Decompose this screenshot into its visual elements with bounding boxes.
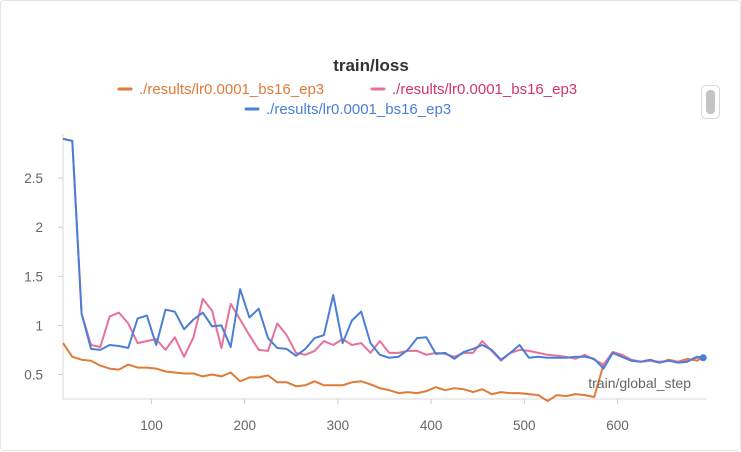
x-tick-label: 500 xyxy=(513,418,536,433)
chart-title: train/loss xyxy=(333,56,409,75)
y-tick-label: 2 xyxy=(35,220,43,235)
series-endpoint-marker xyxy=(699,354,707,362)
legend-scrollbar-thumb[interactable] xyxy=(706,90,715,114)
legend-label-1: ./results/lr0.0001_bs16_ep3 xyxy=(139,81,324,98)
x-tick-label: 300 xyxy=(327,418,350,433)
y-tick-label: 1.5 xyxy=(24,269,43,284)
x-axis-ticks: 100 200 300 400 500 600 xyxy=(140,399,629,433)
y-tick-label: 2.5 xyxy=(24,171,43,186)
series-line-2 xyxy=(62,137,704,366)
y-tick-label: 1 xyxy=(35,318,43,333)
legend-label-2: ./results/lr0.0001_bs16_ep3 xyxy=(392,81,577,98)
plot-area: 100 200 300 400 500 600 0.5 1 1.5 2 2.5 train/glo… xyxy=(24,134,707,433)
legend-scrollbar[interactable] xyxy=(701,85,720,119)
series-lines xyxy=(62,137,707,402)
series-line-3 xyxy=(62,137,704,370)
x-tick-label: 400 xyxy=(420,418,443,433)
x-tick-label: 100 xyxy=(140,418,163,433)
x-axis-label: train/global_step xyxy=(588,375,691,391)
y-tick-label: 0.5 xyxy=(24,367,43,382)
legend-label-3: ./results/lr0.0001_bs16_ep3 xyxy=(266,101,451,118)
y-axis-ticks: 0.5 1 1.5 2 2.5 xyxy=(24,171,63,382)
x-tick-label: 600 xyxy=(606,418,629,433)
legend: ./results/lr0.0001_bs16_ep3 ./results/lr0… xyxy=(117,81,577,118)
series-line-1 xyxy=(62,342,704,402)
x-tick-label: 200 xyxy=(233,418,256,433)
